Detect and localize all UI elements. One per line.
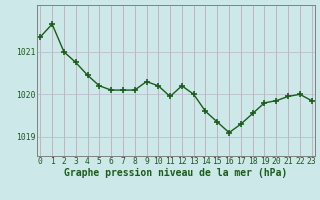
- X-axis label: Graphe pression niveau de la mer (hPa): Graphe pression niveau de la mer (hPa): [64, 168, 288, 178]
